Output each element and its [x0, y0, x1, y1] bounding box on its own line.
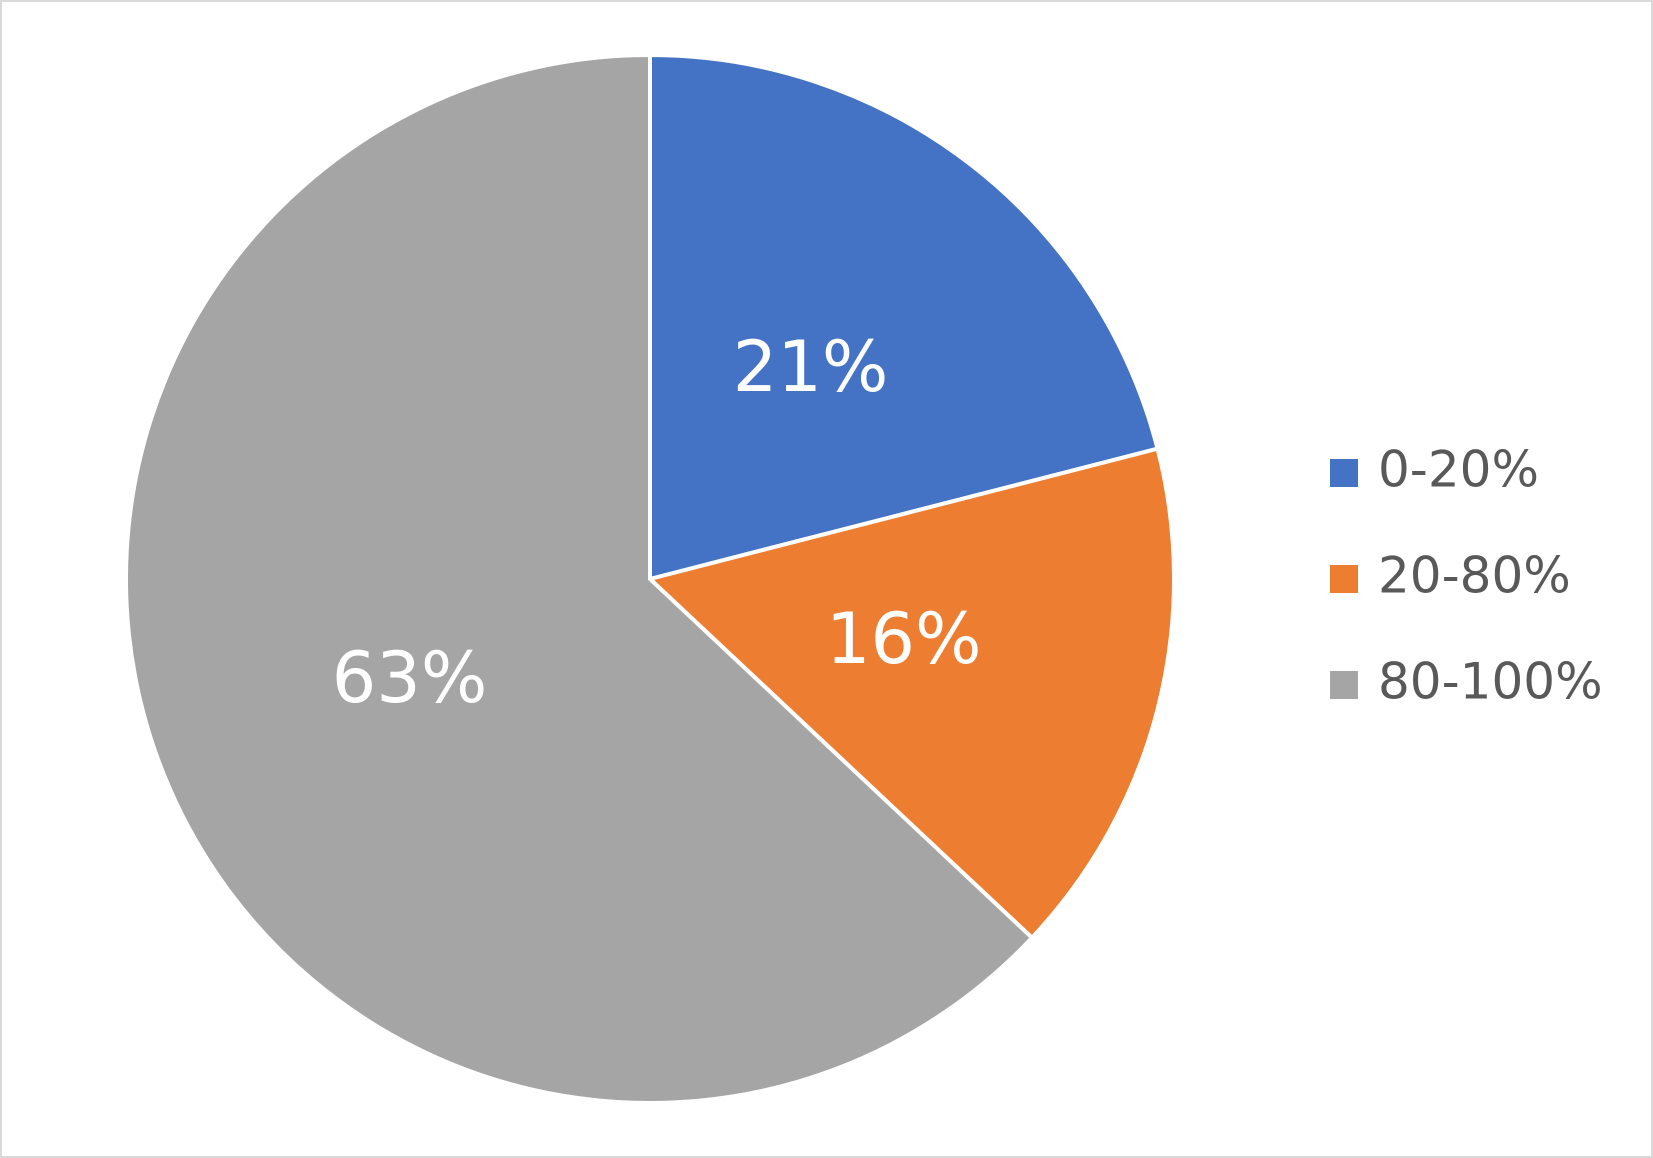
legend-swatch [1330, 671, 1358, 699]
legend-label: 20-80% [1378, 547, 1571, 605]
legend-swatch [1330, 565, 1358, 593]
value-label: 63% [332, 637, 488, 719]
pie-slice [648, 446, 1177, 940]
legend-swatch [1330, 459, 1358, 487]
pie-slice [124, 53, 1034, 1105]
value-label: 21% [733, 326, 889, 408]
legend-label: 0-20% [1378, 441, 1539, 499]
legend-label: 80-100% [1378, 653, 1603, 711]
value-label: 16% [826, 598, 982, 680]
pie-slice [648, 53, 1160, 581]
